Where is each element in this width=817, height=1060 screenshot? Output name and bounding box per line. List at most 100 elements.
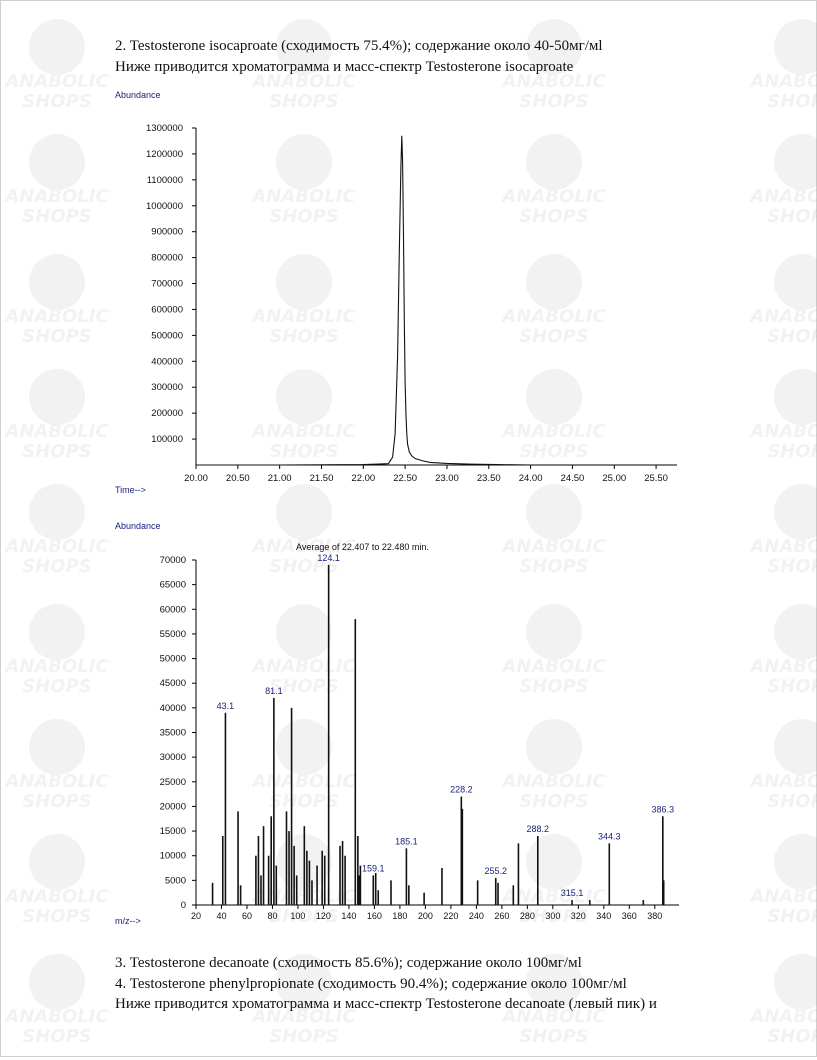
caption-isocaproate: Ниже приводится хроматограмма и масс-спе… xyxy=(115,59,574,75)
chromatogram-y-tick-label: 1000000 xyxy=(146,201,183,212)
chromatogram-y-tick-label: 600000 xyxy=(151,304,183,315)
watermark-emblem-icon xyxy=(29,134,85,190)
spectrum-peak-label: 43.1 xyxy=(217,701,235,711)
mass-spectrum-chart: 0 5000 10000 15000 20000 25000 30000 35000 40000… xyxy=(160,553,679,921)
spectrum-y-tick-label: 35000 xyxy=(160,728,186,739)
chromatogram-x-tick-label: 24.50 xyxy=(561,473,585,484)
watermark-emblem-icon xyxy=(774,604,817,660)
watermark-emblem-icon xyxy=(276,484,332,540)
watermark-text-line2: SHOPS xyxy=(269,906,339,927)
watermark-emblem-icon xyxy=(526,19,582,75)
spectrum-x-tick-label: 120 xyxy=(316,911,331,921)
watermark-emblem-icon xyxy=(276,369,332,425)
watermark-emblem-icon xyxy=(774,484,817,540)
spectrum-y-tick-label: 5000 xyxy=(165,875,186,886)
chromatogram-y-tick-label: 700000 xyxy=(151,279,183,290)
watermark-text-line2: SHOPS xyxy=(269,91,339,112)
watermark-text-line1: ANABOLIC xyxy=(500,771,606,792)
spectrum-peak-label: 255.2 xyxy=(484,866,507,876)
watermark-text-line1: ANABOLIC xyxy=(3,71,109,92)
spectrum-peak-label: 81.1 xyxy=(265,686,283,696)
watermark-text-line1: ANABOLIC xyxy=(3,656,109,677)
watermark-emblem-icon xyxy=(276,719,332,775)
watermark-text-line2: SHOPS xyxy=(269,326,339,347)
watermark-text-line2: SHOPS xyxy=(519,1026,589,1047)
watermark-text-line1: ANABOLIC xyxy=(250,656,356,677)
spectrum-x-tick-label: 240 xyxy=(469,911,484,921)
watermark-text-line1: ANABOLIC xyxy=(500,71,606,92)
chromatogram-x-tick-label: 24.00 xyxy=(519,473,543,484)
watermark-text-line1: ANABOLIC xyxy=(250,421,356,442)
spectrum-peak-label: 159.1 xyxy=(362,863,385,873)
chromatogram-y-tick-label: 1300000 xyxy=(146,123,183,134)
watermark-text-line2: SHOPS xyxy=(269,556,339,577)
spectrum-y-tick-label: 15000 xyxy=(160,826,186,837)
watermark-text-line1: ANABOLIC xyxy=(250,71,356,92)
watermark-emblem-icon xyxy=(276,604,332,660)
watermark-text-line2: SHOPS xyxy=(269,791,339,812)
watermark-text-line1: ANABOLIC xyxy=(748,886,817,907)
watermark-emblem-icon xyxy=(276,954,332,1010)
watermark-text-line2: SHOPS xyxy=(269,1026,339,1047)
chromatogram-xlabel: Time--> xyxy=(115,485,146,495)
spectrum-x-tick-label: 300 xyxy=(545,911,560,921)
watermark-emblem-icon xyxy=(29,604,85,660)
watermark-text-line2: SHOPS xyxy=(767,556,817,577)
spectrum-x-tick-label: 360 xyxy=(622,911,637,921)
watermark-text-line2: SHOPS xyxy=(767,791,817,812)
watermark-text-line2: SHOPS xyxy=(519,91,589,112)
chromatogram-x-tick-label: 22.00 xyxy=(351,473,375,484)
watermark-text-line2: SHOPS xyxy=(767,206,817,227)
spectrum-y-tick-label: 70000 xyxy=(160,555,186,566)
watermark-text-line2: SHOPS xyxy=(519,906,589,927)
watermark-text-line1: ANABOLIC xyxy=(3,186,109,207)
watermark-text-line1: ANABOLIC xyxy=(500,186,606,207)
watermark-text-line2: SHOPS xyxy=(519,441,589,462)
spectrum-x-tick-label: 20 xyxy=(191,911,201,921)
watermark-emblem-icon xyxy=(774,954,817,1010)
watermark-emblem-icon xyxy=(774,834,817,890)
watermark-text-line2: SHOPS xyxy=(767,906,817,927)
chromatogram-y-tick-label: 300000 xyxy=(151,382,183,393)
chromatogram-x-tick-label: 23.50 xyxy=(477,473,501,484)
chromatogram-x-tick-label: 22.50 xyxy=(393,473,417,484)
watermark-text-line2: SHOPS xyxy=(519,791,589,812)
watermark-emblem-icon xyxy=(276,19,332,75)
watermark-text-line2: SHOPS xyxy=(767,91,817,112)
watermark-emblem-icon xyxy=(29,19,85,75)
watermark-emblem-icon xyxy=(29,484,85,540)
watermark-emblem-icon xyxy=(29,834,85,890)
watermark-emblem-icon xyxy=(774,719,817,775)
watermark-text-line1: ANABOLIC xyxy=(250,306,356,327)
watermark-emblem-icon xyxy=(29,254,85,310)
chromatogram-ylabel: Abundance xyxy=(115,90,161,100)
watermark-emblem-icon xyxy=(29,369,85,425)
spectrum-x-tick-label: 200 xyxy=(418,911,433,921)
spectrum-y-tick-label: 50000 xyxy=(160,654,186,665)
watermark-emblem-icon xyxy=(526,369,582,425)
watermark-text-line1: ANABOLIC xyxy=(3,771,109,792)
chromatogram-x-tick-label: 25.50 xyxy=(644,473,668,484)
watermark-text-line2: SHOPS xyxy=(22,326,92,347)
watermark-text-line1: ANABOLIC xyxy=(748,1006,817,1027)
watermark-text-line1: ANABOLIC xyxy=(500,536,606,557)
chromatogram-series-line xyxy=(196,135,531,466)
watermark-emblem-icon xyxy=(276,254,332,310)
watermark-text-line1: ANABOLIC xyxy=(3,306,109,327)
watermark-emblem-icon xyxy=(526,604,582,660)
